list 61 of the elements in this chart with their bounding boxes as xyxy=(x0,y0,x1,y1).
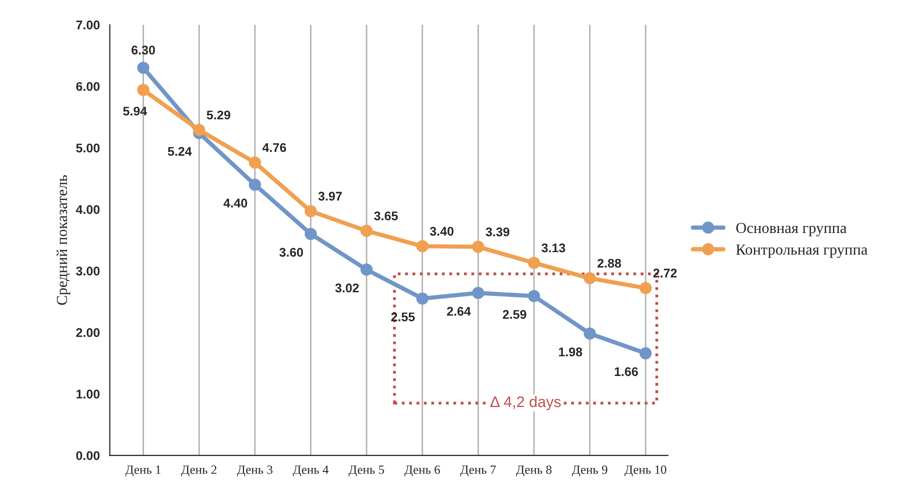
x-tick-label: День 4 xyxy=(292,466,329,476)
point xyxy=(416,240,428,252)
x-tick-label: День 3 xyxy=(237,466,272,476)
point xyxy=(360,264,373,276)
annotation: Δ 4,2 days xyxy=(490,396,561,410)
y-tick-label: 1.00 xyxy=(76,390,100,399)
point xyxy=(248,178,261,191)
x-tick-label: День 1 xyxy=(125,466,161,476)
data-label: 2.59 xyxy=(502,310,526,319)
point xyxy=(584,272,596,284)
point xyxy=(472,240,484,253)
data-label: 2.64 xyxy=(447,306,471,316)
data-label: 3.65 xyxy=(374,211,398,220)
data-label: 6.30 xyxy=(132,46,155,55)
data-label: 3.13 xyxy=(542,243,566,252)
y-tick-label: 5.00 xyxy=(76,144,100,152)
point xyxy=(137,62,150,74)
point xyxy=(304,228,317,240)
y-tick-label: 2.00 xyxy=(76,328,100,338)
data-label: 1.98 xyxy=(558,348,582,356)
y-tick-label: 0.00 xyxy=(76,451,100,460)
point xyxy=(528,256,540,269)
legend-label: Контрольная группа xyxy=(736,244,868,258)
data-label: 5.24 xyxy=(168,146,192,156)
x-tick-label: День 5 xyxy=(348,466,384,476)
point xyxy=(137,84,150,96)
point xyxy=(640,347,652,360)
point xyxy=(584,328,596,340)
data-label: 2.72 xyxy=(653,268,677,278)
data-label: 3.02 xyxy=(335,284,359,292)
point xyxy=(416,292,428,305)
x-tick-label: День 2 xyxy=(181,466,216,476)
y-tick-label: 7.00 xyxy=(76,20,100,30)
data-label: 4.40 xyxy=(224,198,248,208)
x-tick-label: День 6 xyxy=(404,466,440,476)
y-tick-label: 3.00 xyxy=(76,266,100,276)
data-label: 2.55 xyxy=(391,312,415,322)
data-label: 3.39 xyxy=(486,227,510,236)
x-tick-label: День 10 xyxy=(624,465,666,476)
data-label: 3.40 xyxy=(430,226,454,236)
x-tick-label: День 7 xyxy=(460,466,496,476)
y-tick-label: 6.00 xyxy=(76,82,100,91)
point xyxy=(360,224,373,237)
data-label: 5.94 xyxy=(123,106,148,116)
x-tick-label: День 8 xyxy=(516,465,552,476)
point xyxy=(472,286,484,300)
data-label: 3.60 xyxy=(279,248,303,257)
data-label: 4.76 xyxy=(262,143,286,152)
y-axis-title: Средний показатель xyxy=(56,175,70,305)
point xyxy=(304,205,317,218)
point xyxy=(248,156,261,169)
data-label: 5.29 xyxy=(206,110,230,120)
data-label: 2.88 xyxy=(598,258,622,268)
point xyxy=(528,290,540,302)
point xyxy=(640,282,652,294)
legend-label: Основная группа xyxy=(736,222,847,236)
y-tick-label: 4.00 xyxy=(76,205,100,214)
data-label: 1.66 xyxy=(614,367,638,376)
x-tick-label: День 9 xyxy=(572,466,608,476)
data-label: 3.97 xyxy=(318,192,342,201)
point xyxy=(193,124,206,136)
